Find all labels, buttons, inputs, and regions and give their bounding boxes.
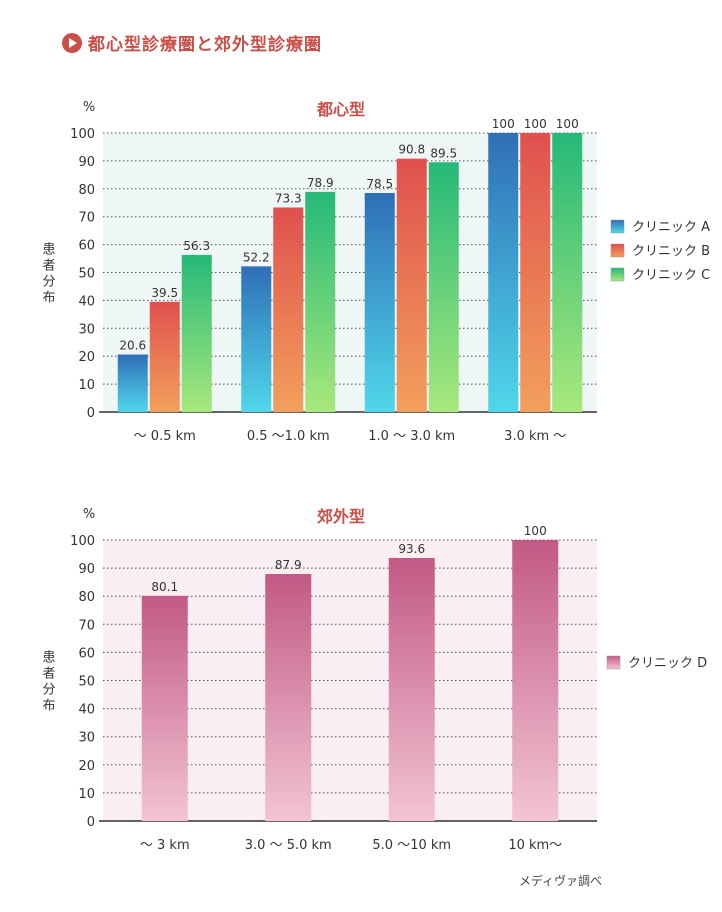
bar (117, 354, 148, 412)
legend-swatch (610, 243, 625, 258)
x-tick-label: ～ 3 km (140, 838, 190, 853)
data-label: 93.6 (398, 542, 425, 556)
data-label: 56.3 (183, 239, 210, 253)
bar (305, 191, 336, 412)
y-axis-label-char: 者 (42, 667, 55, 682)
chart-title: 郊外型 (317, 507, 365, 526)
y-tick-label: 100 (70, 534, 95, 549)
x-tick-label: ～ 0.5 km (134, 429, 196, 444)
data-label: 100 (492, 117, 515, 131)
y-axis-label-char: 分 (42, 275, 55, 290)
bar (265, 574, 312, 821)
legend-swatch (606, 655, 621, 670)
data-label: 20.6 (119, 339, 146, 353)
chart-title: 都心型 (316, 100, 365, 119)
legend-label: クリニック C (632, 268, 710, 283)
y-axis-label-char: 患 (42, 651, 55, 666)
y-tick-label: 70 (78, 618, 95, 633)
y-tick-label: 80 (78, 590, 95, 605)
bar (141, 595, 188, 821)
data-label: 89.5 (430, 146, 457, 160)
y-axis-label-char: 布 (42, 699, 55, 714)
y-axis-label-char: 布 (42, 291, 55, 306)
x-tick-label: 5.0 ～10 km (372, 838, 451, 853)
y-tick-label: 20 (78, 759, 95, 774)
bar (552, 133, 583, 412)
bar (428, 162, 459, 412)
y-tick-label: 70 (78, 211, 95, 226)
y-tick-label: 100 (70, 127, 95, 142)
y-tick-label: 60 (78, 239, 95, 254)
bar (149, 301, 180, 412)
y-axis-label-char: 者 (42, 259, 55, 274)
data-label: 90.8 (398, 143, 425, 157)
data-label: 39.5 (151, 286, 178, 300)
legend-label: クリニック B (632, 244, 710, 259)
x-tick-label: 10 km～ (508, 838, 562, 853)
data-label: 100 (524, 524, 547, 538)
y-tick-label: 20 (78, 350, 95, 365)
data-label: 100 (524, 117, 547, 131)
legend-label: クリニック A (632, 220, 710, 235)
y-tick-label: 30 (78, 322, 95, 337)
y-tick-label: 90 (78, 155, 95, 170)
y-tick-label: 50 (78, 267, 95, 282)
legend-swatch (610, 219, 625, 234)
data-label: 52.2 (243, 250, 270, 264)
y-tick-label: 50 (78, 675, 95, 690)
data-label: 100 (556, 117, 579, 131)
y-tick-label: 0 (87, 406, 95, 421)
legend-swatch (610, 267, 625, 282)
x-tick-label: 0.5 ～1.0 km (247, 429, 330, 444)
legend-label: クリニック D (628, 656, 707, 671)
bar (273, 207, 304, 412)
y-tick-label: 0 (87, 815, 95, 830)
y-tick-label: 30 (78, 731, 95, 746)
y-axis-label-char: 患 (42, 243, 55, 258)
data-label: 80.1 (151, 580, 178, 594)
data-label: 78.9 (307, 176, 334, 190)
y-tick-label: 10 (78, 787, 95, 802)
unit-label: % (83, 507, 95, 522)
source-credit: メディヴァ調べ (518, 874, 602, 888)
bar (520, 133, 551, 412)
section-title: 都心型診療圏と郊外型診療圏 (88, 35, 322, 55)
bar (364, 192, 395, 412)
data-label: 87.9 (275, 558, 302, 572)
y-tick-label: 10 (78, 378, 95, 393)
y-tick-label: 90 (78, 562, 95, 577)
bar (181, 254, 212, 412)
y-tick-label: 40 (78, 703, 95, 718)
x-tick-label: 3.0 ～ 5.0 km (245, 838, 332, 853)
y-tick-label: 80 (78, 183, 95, 198)
x-tick-label: 1.0 ～ 3.0 km (368, 429, 455, 444)
y-axis-label-char: 分 (42, 683, 55, 698)
data-label: 78.5 (366, 177, 393, 191)
y-tick-label: 60 (78, 646, 95, 661)
bar (388, 557, 435, 821)
section-header: 都心型診療圏と郊外型診療圏 (62, 30, 322, 55)
unit-label: % (83, 100, 95, 115)
bar (396, 158, 427, 412)
y-tick-label: 40 (78, 294, 95, 309)
bar (488, 133, 519, 412)
data-label: 73.3 (275, 191, 302, 205)
play-arrow-icon (62, 32, 82, 53)
x-tick-label: 3.0 km ～ (504, 429, 566, 444)
bar (512, 540, 559, 821)
bar (241, 266, 272, 412)
